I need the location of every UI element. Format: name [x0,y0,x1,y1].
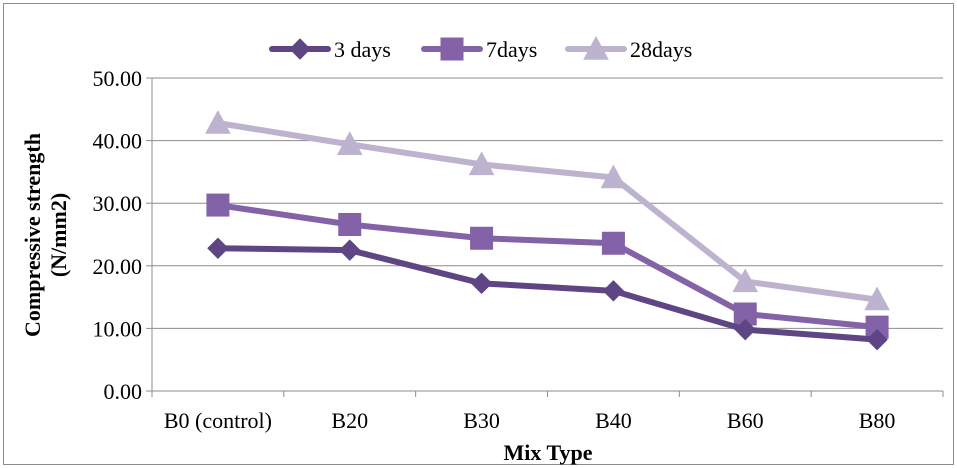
data-point-triangle [864,286,890,311]
y-tick-label: 20.00 [93,254,143,279]
axes [146,77,944,397]
legend-label: 7days [486,37,537,62]
data-point-diamond [339,239,361,261]
data-point-diamond [207,237,229,259]
legend-marker-square [440,37,464,61]
legend-label: 28days [630,37,692,62]
x-tick-label: B80 [859,408,896,433]
data-point-triangle [732,268,759,293]
legend-marker-diamond [289,38,311,60]
y-tick-labels: 0.00 10.00 20.00 30.00 40.00 50.00 [93,66,143,404]
series-28days [205,110,890,311]
data-point-square [338,212,362,236]
data-point-triangle [468,151,495,176]
data-point-square [206,193,230,217]
legend-item: 3 days [269,37,391,62]
legend: 3 days 7days 28days [269,35,692,62]
x-tick-label: B20 [331,408,368,433]
x-tick-label: B30 [463,408,500,433]
x-tick-label: B40 [595,408,632,433]
x-tick-label: B0 (control) [164,408,272,433]
data-point-diamond [734,318,756,341]
legend-marker-triangle [583,35,609,60]
y-tick-label: 40.00 [93,129,143,154]
series-3-days [207,237,888,351]
series-line [214,202,881,331]
y-tick-label: 10.00 [93,316,143,341]
y-tick-label: 50.00 [93,66,143,91]
legend-label: 3 days [334,37,391,62]
series-7days [206,193,889,339]
x-tick-labels: B0 (control) B20 B30 B40 B60 B80 [164,408,896,433]
data-point-square [470,226,494,250]
y-tick-label: 0.00 [104,379,143,404]
series-line [214,245,881,343]
data-point-diamond [470,272,493,295]
legend-item: 28days [565,35,692,62]
x-tick-label: B60 [727,408,764,433]
data-point-diamond [866,328,888,351]
data-point-square [601,231,625,255]
series-line [214,120,881,303]
legend-item: 7days [421,37,537,62]
data-point-triangle [205,110,231,134]
y-axis-title-line2: (N/mm2) [46,193,71,277]
x-axis-title: Mix Type [503,440,592,465]
gridlines [152,77,943,329]
data-point-triangle [600,164,627,189]
series-group [205,110,890,351]
data-point-triangle [336,131,363,156]
data-point-diamond [602,280,625,302]
y-tick-label: 30.00 [93,191,143,216]
y-axis-title-line1: Compressive strength [20,133,45,337]
